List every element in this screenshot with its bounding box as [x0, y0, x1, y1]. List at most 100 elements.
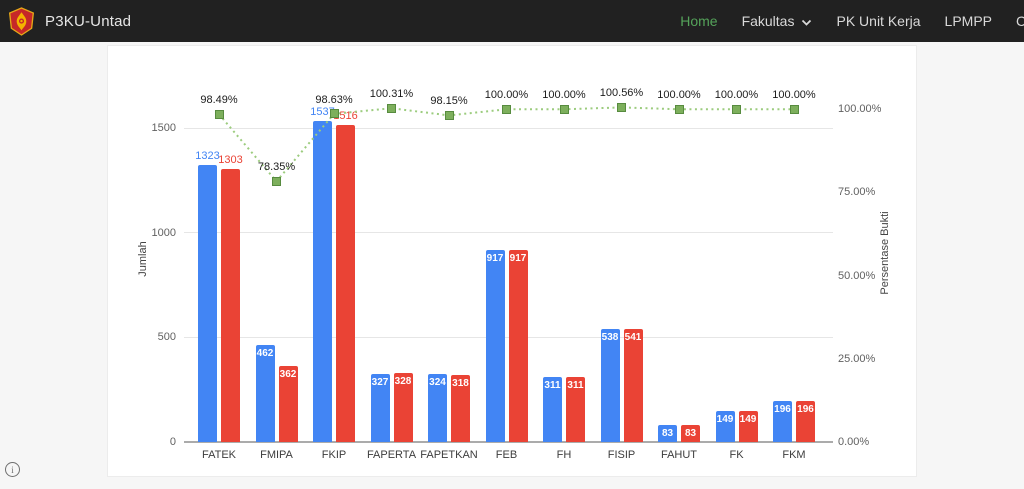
- bar-bars-blue-FEB[interactable]: [485, 250, 505, 442]
- line-marker-FISIP[interactable]: [617, 102, 626, 112]
- bar-value-label: 318: [452, 378, 469, 390]
- bar-value-label: 538: [601, 332, 619, 344]
- bar-bars-red-FAPERTA[interactable]: [393, 373, 413, 442]
- x-axis-label: FAPERTA: [366, 449, 417, 461]
- bar-value-label: 917: [486, 253, 504, 265]
- bar-value-label: 1323: [195, 150, 220, 163]
- bar-bars-red-FKM[interactable]: [796, 401, 815, 442]
- percent-label: 100.31%: [369, 88, 414, 101]
- bar-value-label: 362: [279, 369, 297, 381]
- line-marker-FAPERTA[interactable]: [387, 103, 396, 113]
- x-axis-label: FEB: [495, 449, 518, 461]
- bar-bars-red-FISIP[interactable]: [623, 328, 643, 442]
- percent-label: 100.00%: [542, 89, 586, 102]
- chart-card: Jumlah Persentase Bukti 0 500 1000 1500 0.00…: [107, 45, 917, 477]
- nav-item-label: Home: [680, 13, 718, 29]
- bar-bars-blue-FMIPA[interactable]: [255, 345, 275, 442]
- nav-item-lpmpp[interactable]: LPMPP: [933, 0, 1004, 42]
- left-axis-tick-label: 0: [169, 436, 176, 448]
- x-axis-label: FK: [729, 449, 744, 461]
- bar-bars-red-FAPETKAN[interactable]: [451, 375, 470, 442]
- percent-label: 100.56%: [599, 87, 644, 100]
- bar-value-label: 311: [567, 379, 584, 391]
- x-axis-label: FMIPA: [260, 449, 293, 461]
- bar-bars-blue-FAHUT[interactable]: [658, 424, 677, 442]
- line-marker-FATEK[interactable]: [214, 109, 224, 119]
- bar-value-label: 541: [624, 331, 642, 343]
- bar-value-label: 311: [544, 379, 561, 391]
- chevron-down-icon: [802, 19, 812, 26]
- bar-bars-blue-FAPETKAN[interactable]: [428, 374, 447, 442]
- bar-bars-red-FMIPA[interactable]: [278, 366, 298, 442]
- line-marker-FEB[interactable]: [502, 104, 511, 114]
- bar-bars-red-FH[interactable]: [566, 376, 585, 442]
- bar-bars-blue-FATEK[interactable]: [198, 165, 217, 442]
- navbar: P3KU-Untad Home Fakultas PK Unit Kerja LPMP…: [0, 0, 1024, 42]
- line-marker-FK[interactable]: [732, 104, 741, 114]
- right-axis-tick-label: 50.00%: [838, 269, 876, 282]
- x-axis-baseline: [184, 441, 833, 443]
- nav-item-home[interactable]: Home: [668, 0, 729, 42]
- bar-value-label: 462: [256, 348, 274, 360]
- gridline: [184, 232, 833, 234]
- line-marker-FKM[interactable]: [789, 104, 799, 114]
- x-axis-label: FATEK: [201, 449, 237, 461]
- bar-bars-red-FATEK[interactable]: [221, 169, 240, 442]
- nav-item-fakultas[interactable]: Fakultas: [730, 0, 825, 42]
- bar-bars-blue-FISIP[interactable]: [600, 329, 620, 442]
- left-axis-title: Jumlah: [137, 241, 149, 277]
- bar-bars-red-FK[interactable]: [738, 410, 758, 442]
- nav-links: Home Fakultas PK Unit Kerja LPMPP C: [668, 0, 1024, 42]
- nav-item-label: LPMPP: [944, 13, 992, 29]
- percent-label: 98.63%: [315, 93, 353, 106]
- nav-item-label: Fakultas: [741, 13, 795, 29]
- right-axis-title: Persentase Bukti: [879, 211, 891, 295]
- nav-item-label: PK Unit Kerja: [836, 13, 921, 29]
- x-axis-label: FAHUT: [660, 449, 698, 461]
- bar-value-label: 196: [774, 404, 791, 415]
- bar-bars-blue-FK[interactable]: [715, 410, 735, 442]
- bar-bars-blue-FAPERTA[interactable]: [370, 373, 390, 442]
- line-marker-FKIP[interactable]: [329, 109, 339, 119]
- line-marker-FAPETKAN[interactable]: [444, 110, 454, 120]
- bar-bars-blue-FKM[interactable]: [773, 401, 792, 442]
- bar-bars-blue-FH[interactable]: [543, 376, 562, 442]
- bar-bars-red-FAHUT[interactable]: [681, 424, 700, 442]
- untad-logo-icon: [8, 6, 35, 36]
- bar-value-label: 196: [797, 404, 814, 415]
- line-marker-FMIPA[interactable]: [272, 176, 281, 186]
- line-marker-FH[interactable]: [559, 104, 569, 114]
- percent-label: 78.35%: [257, 161, 296, 174]
- bar-value-label: 324: [429, 377, 446, 389]
- nav-item-pk-unit-kerja[interactable]: PK Unit Kerja: [824, 0, 932, 42]
- percent-label: 100.00%: [484, 89, 529, 102]
- nav-item-partial[interactable]: C: [1016, 13, 1024, 29]
- x-axis-label: FKM: [782, 449, 806, 461]
- percent-label: 100.00%: [714, 89, 759, 102]
- bar-value-label: 83: [684, 427, 697, 439]
- left-axis-tick-label: 1500: [151, 122, 176, 135]
- info-icon[interactable]: i: [5, 462, 20, 477]
- percent-label: 100.00%: [772, 89, 816, 102]
- x-axis-label: FAPETKAN: [420, 449, 478, 461]
- bar-bars-blue-FKIP[interactable]: [313, 120, 332, 442]
- gridline: [184, 127, 833, 129]
- bar-value-label: 83: [661, 427, 674, 439]
- bar-value-label: 917: [509, 253, 527, 265]
- bar-value-label: 149: [716, 413, 734, 425]
- brand-title: P3KU-Untad: [45, 12, 132, 30]
- left-axis-tick-label: 500: [157, 331, 176, 344]
- right-axis-tick-label: 100.00%: [838, 103, 882, 116]
- bar-value-label: 328: [394, 376, 412, 388]
- chart-area: Jumlah Persentase Bukti 0 500 1000 1500 0.00…: [108, 46, 916, 476]
- percent-label: 98.15%: [430, 95, 468, 108]
- bar-bars-red-FEB[interactable]: [508, 250, 528, 442]
- right-axis-tick-label: 75.00%: [838, 186, 876, 199]
- percent-label: 98.49%: [200, 94, 238, 107]
- line-marker-FAHUT[interactable]: [674, 104, 684, 114]
- bar-bars-red-FKIP[interactable]: [336, 124, 355, 442]
- bar-value-label: 327: [371, 376, 389, 388]
- x-axis-label: FISIP: [607, 449, 636, 461]
- left-axis-tick-label: 1000: [151, 226, 176, 239]
- percent-label: 100.00%: [657, 89, 701, 102]
